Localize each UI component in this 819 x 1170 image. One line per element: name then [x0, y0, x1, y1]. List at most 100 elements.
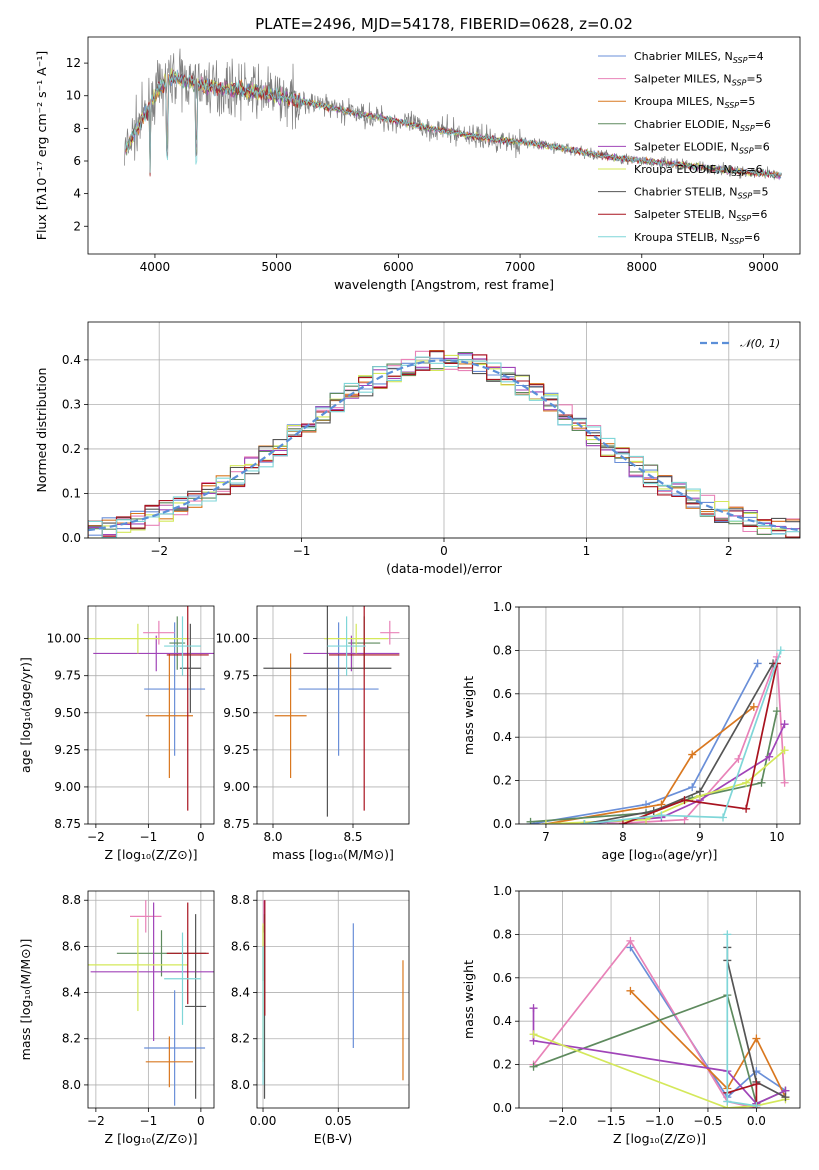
axes-frame	[87, 605, 215, 825]
y-tick-label: 0.0	[493, 817, 512, 831]
y-tick-label: 0.2	[493, 1058, 512, 1072]
x-axis-label: Z [log₁₀(Z/Z⊙)]	[105, 847, 198, 862]
y-tick-label: 8.0	[62, 1078, 81, 1092]
series-point-marker	[757, 778, 766, 787]
errorbar-kroupa-elodie	[324, 623, 389, 654]
axes-frame	[87, 321, 801, 539]
y-tick-label: 0.4	[493, 1014, 512, 1028]
series-point-marker	[657, 811, 666, 820]
y-tick-label: 0.2	[493, 774, 512, 788]
y-tick-label: 6	[73, 154, 81, 168]
y-tick-label: 0.4	[493, 730, 512, 744]
y-tick-label: 8.4	[62, 986, 81, 1000]
y-tick-label: 0.6	[493, 687, 512, 701]
series-line	[545, 706, 755, 824]
panel-age_vs_mass: 8.0 8.5 8.75 9.00 9.25 9.50 9.75 10.00 mass [log…	[216, 605, 410, 862]
series-point-marker	[753, 659, 762, 668]
y-tick-label: 8	[73, 121, 81, 135]
y-tick-label: 0.4	[62, 353, 81, 367]
legend-label-kroupa-miles-n: Kroupa MILES, NSSP=5	[634, 95, 755, 110]
histogram-chabrier-stelib	[88, 351, 800, 538]
errorbar-kroupa-miles	[145, 1036, 193, 1088]
y-tick-label: 10.00	[47, 632, 81, 646]
y-tick-label: 8.2	[62, 1032, 81, 1046]
axes-frame	[518, 606, 801, 825]
series-point-marker	[780, 746, 789, 755]
series-point-marker	[772, 707, 781, 716]
series-line	[584, 662, 774, 824]
x-tick-label: −0.5	[693, 1114, 722, 1128]
series-point-marker	[742, 804, 751, 813]
plot-area	[88, 900, 214, 1106]
series-point-marker	[742, 778, 751, 787]
x-tick-label: 4000	[140, 260, 171, 274]
series-point-marker	[780, 778, 789, 787]
errorbar-salpeter-stelib	[166, 902, 209, 1005]
series-point-marker	[719, 813, 728, 822]
series-point-marker	[680, 815, 689, 824]
y-axis-label: Normed distribution	[34, 368, 49, 493]
y-tick-label: 0.1	[62, 486, 81, 500]
y-tick-label: 0.2	[62, 442, 81, 456]
axes-frame	[256, 605, 410, 825]
x-tick-label: 7	[542, 830, 550, 844]
series-line	[545, 749, 786, 824]
errorbar-kroupa-stelib	[164, 616, 201, 676]
x-axis-label: (data-model)/error	[386, 561, 503, 576]
y-tick-label: 9.00	[54, 780, 81, 794]
series-kroupa-stelib	[580, 646, 785, 824]
x-tick-label: −1	[140, 830, 158, 844]
x-tick-label: 0	[197, 830, 205, 844]
plot-area	[88, 606, 214, 811]
y-axis-label: Flux [fλ10⁻¹⁷ erg cm⁻² s⁻¹ A⁻¹]	[34, 51, 49, 240]
series-kroupa-stelib	[723, 930, 761, 1108]
y-tick-label: 0.6	[493, 971, 512, 985]
y-tick-label: 8.6	[231, 939, 250, 953]
x-tick-label: 8.5	[343, 830, 362, 844]
y-tick-label: 0.3	[62, 397, 81, 411]
y-tick-label: 9.25	[223, 743, 250, 757]
y-tick-label: 1.0	[493, 600, 512, 614]
series-point-marker	[580, 820, 589, 824]
y-tick-label: 9.50	[223, 706, 250, 720]
series-point-marker	[529, 1062, 538, 1071]
model-spectrum-kroupa-stelib-n	[125, 71, 782, 178]
series-point-marker	[526, 817, 535, 824]
y-tick-label: 0.8	[493, 643, 512, 657]
series-point-marker	[776, 646, 785, 655]
series-point-marker	[626, 986, 635, 995]
errorbar-chabrier-miles	[144, 622, 206, 756]
series-point-marker	[780, 720, 789, 729]
x-tick-label: 7000	[505, 260, 536, 274]
plot-area	[262, 900, 404, 1099]
spectrum-legend: Chabrier MILES, NSSP=4 Salpeter MILES, NS…	[598, 50, 771, 246]
series-point-marker	[723, 930, 732, 939]
x-axis-label: Z [log₁₀(Z/Z⊙)]	[613, 1131, 706, 1146]
errorbar-kroupa-miles	[274, 653, 307, 779]
x-tick-label: −2	[87, 1114, 105, 1128]
errorbar-salpeter-elodie	[303, 635, 400, 672]
series-point-marker	[734, 754, 743, 763]
legend-label-salpeter-elodie-n: Salpeter ELODIE, NSSP=6	[634, 140, 770, 155]
y-tick-label: 8.8	[231, 893, 250, 907]
normal-legend-label: 𝒩(0, 1)	[740, 337, 780, 350]
plot-area	[529, 930, 790, 1108]
x-axis-label: wavelength [Angstrom, rest frame]	[334, 277, 554, 292]
panel-age_vs_Z: −2 −1 0 8.75 9.00 9.25 9.50 9.75 10.00 Z [log₁₀(Z…	[18, 605, 215, 862]
errorbar-chabrier-miles	[298, 622, 379, 756]
plot-area	[88, 349, 800, 538]
plot-area	[526, 646, 789, 824]
x-tick-label: 8	[619, 830, 627, 844]
x-tick-label: 0.0	[747, 1114, 766, 1128]
series-point-marker	[749, 702, 758, 711]
x-tick-label: −1	[140, 1114, 158, 1128]
x-tick-label: −1	[293, 544, 311, 558]
errorbar-kroupa-elodie	[88, 918, 188, 1012]
observed-spectrum-line	[124, 48, 783, 179]
x-tick-label: 8000	[627, 260, 658, 274]
x-axis-label: age [log₁₀(age/yr)]	[602, 847, 718, 862]
axes-frame	[256, 890, 410, 1109]
y-tick-label: 8.75	[54, 817, 81, 831]
y-tick-label: 0.0	[493, 1101, 512, 1115]
legend-label-chabrier-elodie-n: Chabrier ELODIE, NSSP=6	[634, 118, 771, 133]
